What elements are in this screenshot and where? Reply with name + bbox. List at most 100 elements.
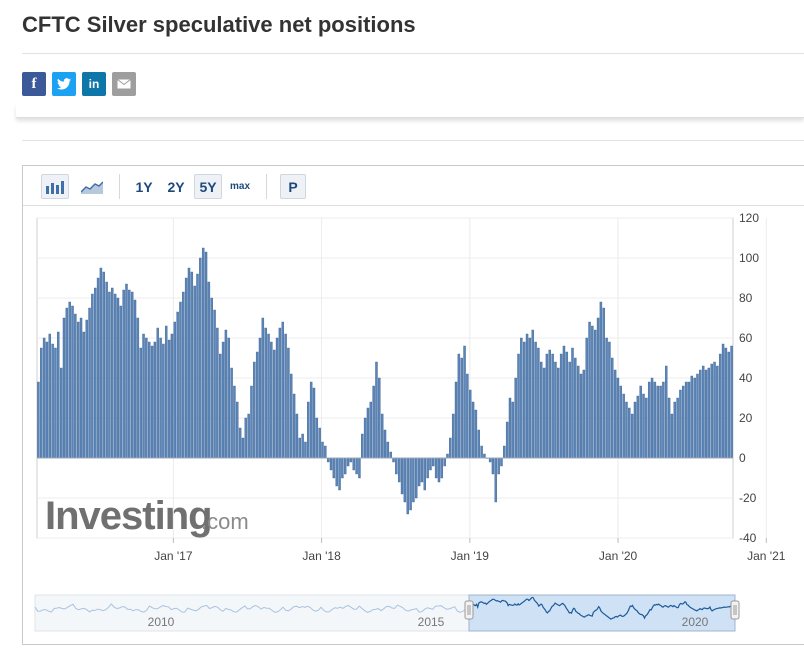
bar[interactable]	[179, 301, 182, 459]
bar[interactable]	[673, 401, 676, 459]
bar[interactable]	[65, 307, 69, 459]
bar[interactable]	[358, 457, 361, 479]
bar[interactable]	[130, 291, 134, 459]
bar[interactable]	[108, 291, 111, 459]
bar[interactable]	[341, 457, 344, 479]
bar[interactable]	[395, 457, 398, 475]
bar[interactable]	[253, 361, 256, 459]
bar[interactable]	[128, 289, 131, 459]
bar[interactable]	[579, 373, 583, 459]
bar[interactable]	[361, 433, 364, 459]
bar[interactable]	[716, 365, 719, 459]
bar[interactable]	[290, 373, 293, 459]
bar[interactable]	[594, 329, 597, 459]
p-button[interactable]: P	[280, 174, 306, 199]
bar[interactable]	[667, 397, 671, 459]
bar[interactable]	[602, 307, 605, 459]
bar[interactable]	[105, 281, 108, 459]
bar[interactable]	[94, 287, 97, 459]
bar[interactable]	[548, 349, 551, 459]
bar[interactable]	[40, 347, 43, 459]
bar[interactable]	[650, 377, 654, 459]
bar[interactable]	[718, 353, 722, 459]
bar[interactable]	[443, 457, 446, 467]
bar[interactable]	[287, 347, 290, 459]
navigator-left-handle[interactable]	[464, 600, 474, 620]
bar[interactable]	[332, 457, 336, 479]
bar[interactable]	[574, 357, 577, 459]
bar[interactable]	[182, 291, 185, 459]
bar[interactable]	[315, 417, 319, 459]
bar[interactable]	[352, 457, 355, 471]
bar[interactable]	[508, 397, 512, 459]
range-max-button[interactable]: max	[229, 181, 250, 192]
bar[interactable]	[59, 367, 63, 459]
bar[interactable]	[326, 457, 330, 463]
bar[interactable]	[247, 413, 250, 459]
bar[interactable]	[42, 337, 46, 459]
bar[interactable]	[682, 385, 685, 459]
bar[interactable]	[324, 445, 327, 459]
bar[interactable]	[483, 453, 486, 459]
bar[interactable]	[417, 457, 421, 487]
bar[interactable]	[156, 327, 159, 459]
bar[interactable]	[670, 413, 674, 459]
bar[interactable]	[409, 457, 412, 511]
bar[interactable]	[85, 319, 88, 459]
bar[interactable]	[630, 413, 634, 459]
bar[interactable]	[571, 347, 574, 459]
bar[interactable]	[147, 341, 151, 459]
bar[interactable]	[599, 301, 603, 459]
bar[interactable]	[318, 427, 321, 459]
bar[interactable]	[355, 457, 358, 475]
bar[interactable]	[344, 457, 347, 475]
bar[interactable]	[710, 363, 713, 459]
bar[interactable]	[309, 381, 313, 459]
bar[interactable]	[213, 309, 216, 459]
bar[interactable]	[653, 381, 657, 459]
bar[interactable]	[267, 333, 270, 459]
bar[interactable]	[241, 437, 245, 459]
bar[interactable]	[727, 351, 730, 459]
navigator-right-handle[interactable]	[730, 600, 740, 620]
bar[interactable]	[57, 331, 60, 459]
bar[interactable]	[125, 283, 128, 459]
bar[interactable]	[261, 317, 265, 459]
bar[interactable]	[451, 413, 455, 459]
bar[interactable]	[71, 305, 74, 459]
bar[interactable]	[139, 347, 142, 459]
bar[interactable]	[611, 357, 614, 459]
email-share-button[interactable]	[112, 72, 136, 96]
bar[interactable]	[503, 445, 506, 459]
bar[interactable]	[534, 341, 537, 459]
bar[interactable]	[469, 389, 472, 459]
bar[interactable]	[645, 397, 648, 459]
bar[interactable]	[432, 457, 435, 467]
bar[interactable]	[88, 307, 91, 459]
bar[interactable]	[608, 341, 611, 459]
bar[interactable]	[454, 381, 458, 459]
bar[interactable]	[238, 427, 242, 459]
bar[interactable]	[199, 257, 202, 459]
bar[interactable]	[477, 429, 480, 459]
bar[interactable]	[440, 457, 444, 479]
bar[interactable]	[162, 343, 165, 459]
bar[interactable]	[665, 365, 668, 459]
bar[interactable]	[122, 289, 125, 459]
bar[interactable]	[415, 457, 418, 499]
bar[interactable]	[639, 385, 642, 459]
bar[interactable]	[628, 407, 631, 459]
bar[interactable]	[463, 345, 466, 459]
bar[interactable]	[68, 301, 71, 459]
bar[interactable]	[511, 401, 515, 459]
bar[interactable]	[721, 343, 725, 459]
bar[interactable]	[133, 299, 137, 459]
bar[interactable]	[236, 401, 239, 459]
bar[interactable]	[321, 441, 324, 459]
bar[interactable]	[449, 437, 452, 459]
bar[interactable]	[730, 345, 733, 459]
bar[interactable]	[227, 337, 230, 459]
bar[interactable]	[696, 373, 699, 459]
bar[interactable]	[676, 397, 679, 459]
bar[interactable]	[494, 457, 498, 503]
